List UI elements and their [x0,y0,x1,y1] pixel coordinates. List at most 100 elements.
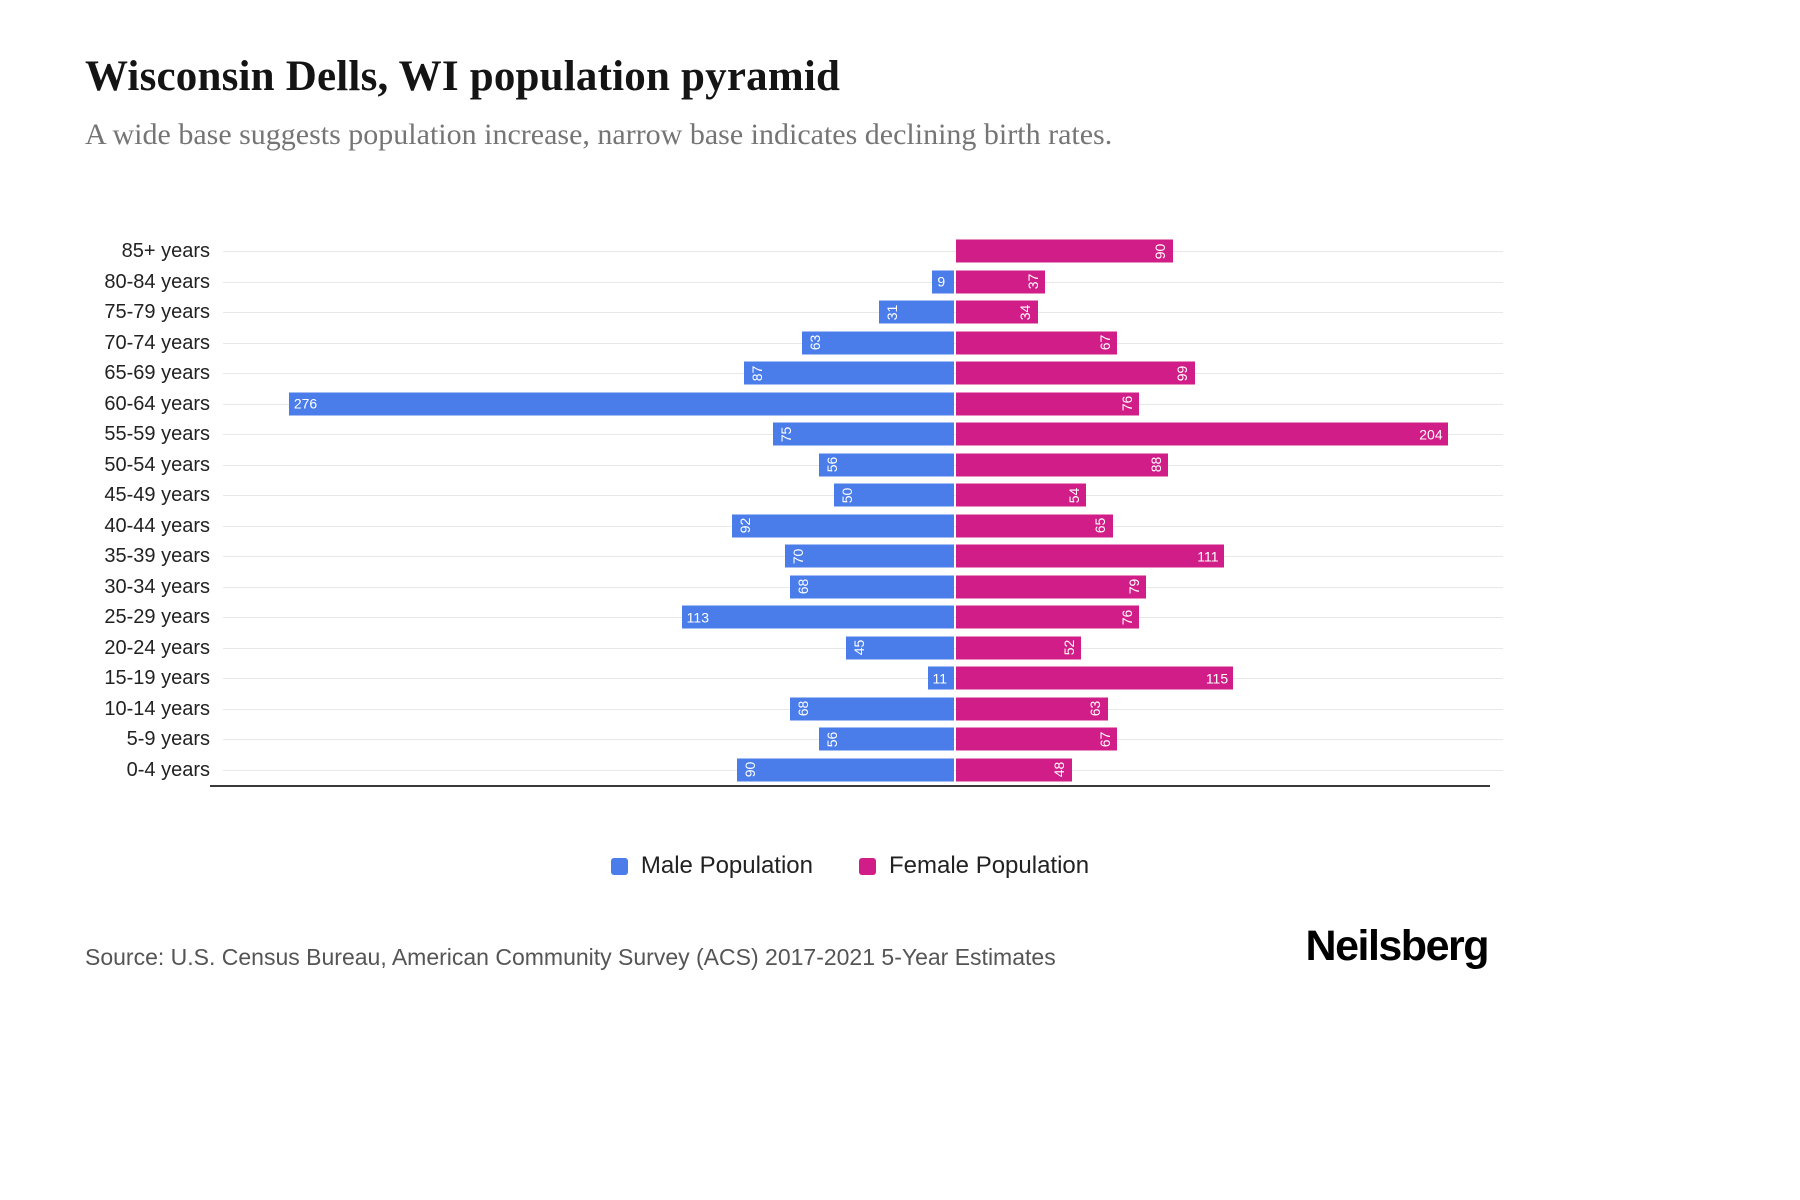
bar-value-label: 87 [749,365,766,382]
plot-area: 50 54 [223,480,1503,511]
female-bar[interactable]: 111 [956,544,1224,568]
population-pyramid-chart: 85+ years 90 80-84 years 9 37 75-79 years 31 34… [70,236,1503,787]
female-bar[interactable]: 54 [956,483,1087,507]
male-bar[interactable]: 75 [773,422,954,446]
category-label: 60-64 years [104,392,210,415]
bar-value-label: 90 [1152,243,1169,260]
brand-logo: Neilsberg [1305,922,1490,970]
female-bar[interactable]: 76 [956,605,1140,629]
male-bar[interactable]: 45 [845,636,954,660]
bar-value-label: 48 [1050,761,1067,778]
chart-row: 15-19 years 11 115 [70,663,1503,694]
bar-value-label: 65 [1091,517,1108,534]
male-bar[interactable]: 68 [790,575,954,599]
bar-value-label: 99 [1173,365,1190,382]
bar-value-label: 11 [932,670,948,687]
female-bar[interactable]: 115 [956,666,1234,690]
bar-value-label: 56 [823,456,840,473]
male-bar[interactable]: 276 [288,392,954,416]
chart-row: 85+ years 90 [70,236,1503,267]
chart-row: 25-29 years 113 76 [70,602,1503,633]
female-bar[interactable]: 37 [956,270,1046,294]
page-subtitle: A wide base suggests population increase… [85,118,1113,151]
plot-area: 92 65 [223,511,1503,542]
x-axis-line [210,785,1490,787]
male-bar[interactable]: 70 [785,544,954,568]
male-legend-label: Male Population [640,852,813,879]
male-bar[interactable]: 63 [802,331,954,355]
male-bar[interactable]: 90 [737,758,954,782]
category-label: 40-44 years [104,514,210,537]
plot-area: 113 76 [223,602,1503,633]
male-bar[interactable]: 87 [744,361,954,385]
female-bar[interactable]: 67 [956,727,1118,751]
bar-value-label: 75 [778,426,795,443]
bar-value-label: 9 [937,273,946,290]
female-legend-swatch [859,857,876,875]
bar-value-label: 50 [838,487,855,504]
bar-value-label: 67 [1096,731,1113,748]
female-bar[interactable]: 48 [956,758,1072,782]
bar-value-label: 76 [1118,395,1135,412]
female-bar[interactable]: 52 [956,636,1082,660]
bar-value-label: 63 [806,334,823,351]
bar-value-label: 31 [884,304,901,321]
plot-area: 56 88 [223,450,1503,481]
female-bar[interactable]: 63 [956,697,1108,721]
female-bar[interactable]: 67 [956,331,1118,355]
bar-value-label: 67 [1096,334,1113,351]
plot-area: 75 204 [223,419,1503,450]
gridline [223,678,1503,680]
female-bar[interactable]: 99 [956,361,1195,385]
female-bar[interactable]: 79 [956,575,1147,599]
category-label: 0-4 years [126,758,210,781]
plot-area: 90 [223,236,1503,267]
male-bar[interactable]: 56 [819,453,954,477]
male-bar[interactable]: 56 [819,727,954,751]
legend-item-female[interactable]: Female Population [859,852,1089,880]
male-bar[interactable]: 92 [732,514,954,538]
bar-value-label: 204 [1419,426,1443,443]
legend-item-male[interactable]: Male Population [610,852,813,880]
bar-value-label: 52 [1060,639,1077,656]
male-legend-swatch [610,857,628,875]
bar-value-label: 76 [1118,609,1135,626]
male-bar[interactable]: 113 [681,605,954,629]
male-bar[interactable]: 31 [879,300,954,324]
chart-row: 5-9 years 56 67 [70,724,1503,755]
bar-value-label: 88 [1147,456,1164,473]
female-bar[interactable]: 90 [956,239,1173,263]
plot-area: 31 34 [223,297,1503,328]
chart-row: 55-59 years 75 204 [70,419,1503,450]
bar-value-label: 54 [1065,487,1082,504]
category-label: 30-34 years [104,575,210,598]
category-label: 55-59 years [104,423,210,446]
plot-area: 56 67 [223,724,1503,755]
category-label: 45-49 years [104,484,210,507]
category-label: 10-14 years [104,697,210,720]
female-bar[interactable]: 204 [956,422,1448,446]
bar-value-label: 79 [1125,578,1142,595]
female-bar[interactable]: 76 [956,392,1140,416]
category-label: 80-84 years [104,270,210,293]
category-label: 65-69 years [104,362,210,385]
bar-value-label: 113 [686,609,709,626]
page-title: Wisconsin Dells, WI population pyramid [85,53,841,100]
chart-row: 65-69 years 87 99 [70,358,1503,389]
male-bar[interactable]: 68 [790,697,954,721]
category-label: 20-24 years [104,636,210,659]
male-bar[interactable]: 11 [927,666,954,690]
male-bar[interactable]: 50 [833,483,954,507]
female-bar[interactable]: 88 [956,453,1169,477]
chart-row: 50-54 years 56 88 [70,450,1503,481]
bar-value-label: 45 [850,639,867,656]
chart-row: 60-64 years 276 76 [70,389,1503,420]
plot-area: 45 52 [223,633,1503,664]
category-label: 75-79 years [104,301,210,324]
gridline [223,251,1503,253]
chart-row: 20-24 years 45 52 [70,633,1503,664]
chart-rows: 85+ years 90 80-84 years 9 37 75-79 years 31 34… [70,236,1503,785]
female-bar[interactable]: 34 [956,300,1038,324]
male-bar[interactable]: 9 [932,270,954,294]
female-bar[interactable]: 65 [956,514,1113,538]
